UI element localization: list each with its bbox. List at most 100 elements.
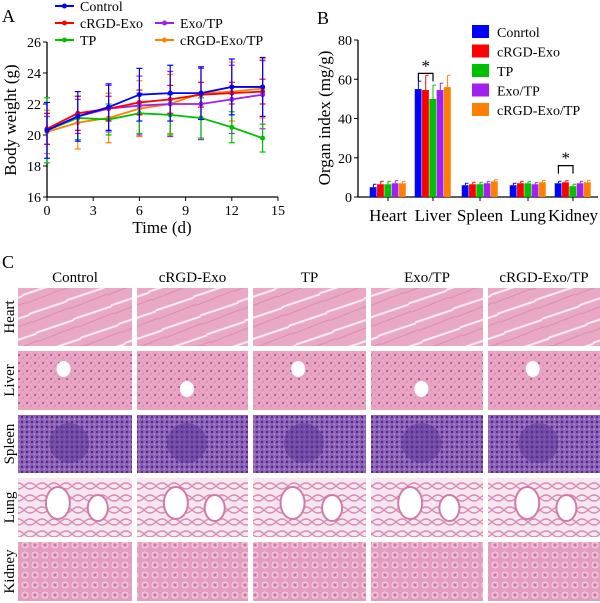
data-point: [260, 135, 266, 141]
x-axis-label-a: Time (d): [132, 218, 191, 237]
histology-image-heart: [137, 288, 248, 346]
x-tick-label: 0: [44, 204, 51, 219]
histology-image-kidney: [137, 542, 248, 601]
bar: [369, 187, 377, 197]
significance-bracket: [417, 72, 434, 82]
bar: [436, 90, 444, 197]
legend-swatch: [472, 83, 489, 97]
central-vein: [414, 381, 429, 397]
y-tick-label: 80: [338, 34, 352, 49]
data-point: [44, 127, 50, 133]
white-pulp: [283, 423, 324, 463]
histology-image-liver: [137, 351, 248, 410]
bar: [569, 186, 577, 197]
y-tick-label: 0: [345, 191, 352, 206]
y-tick-label: 20: [27, 129, 41, 144]
x-tick-label: Kidney: [548, 206, 599, 225]
bar: [476, 184, 484, 197]
bar: [509, 185, 517, 197]
white-pulp: [49, 423, 90, 463]
bar: [377, 184, 384, 197]
data-point: [260, 84, 266, 90]
series-line: [46, 112, 263, 139]
row-label: Liver: [2, 364, 18, 396]
column-header: Control: [52, 270, 98, 286]
legend-swatch: [472, 64, 489, 77]
central-vein: [291, 361, 306, 377]
bar: [414, 89, 422, 197]
column-header: cRGD-Exo: [159, 270, 227, 286]
x-tick-label: 15: [271, 204, 285, 219]
bar: [554, 183, 562, 197]
histology-image-kidney: [18, 542, 132, 601]
airway: [162, 486, 189, 520]
histology-image-liver: [18, 351, 132, 410]
airway: [514, 486, 541, 520]
bar: [443, 87, 451, 197]
bar: [461, 185, 469, 197]
legend-marker: [162, 20, 167, 26]
y-tick-label: 16: [27, 191, 41, 206]
y-tick-label: 24: [27, 67, 41, 82]
column-header: TP: [301, 270, 319, 286]
column-header: cRGD-Exo/TP: [499, 270, 588, 286]
histology-image-heart: [488, 288, 600, 346]
histology-image-heart: [371, 288, 483, 346]
histology-image-lung: [371, 478, 483, 537]
central-vein: [56, 361, 71, 377]
column-header: Exo/TP: [404, 270, 450, 286]
x-tick-label: Liver: [415, 206, 452, 225]
row-label: Heart: [2, 300, 18, 334]
legend-label: Exo/TP: [180, 17, 223, 32]
central-vein: [525, 361, 540, 377]
significance-bracket: [557, 165, 574, 174]
histology-image-kidney: [253, 542, 366, 601]
x-tick-label: Heart: [369, 206, 407, 225]
significance-star: *: [421, 56, 430, 75]
data-point: [136, 92, 142, 98]
airway: [203, 494, 226, 522]
histology-image-lung: [18, 478, 132, 537]
histology-image-kidney: [371, 542, 483, 601]
histology-image-heart: [253, 288, 366, 346]
histology-image-liver: [371, 351, 483, 410]
row-label: Kidney: [2, 549, 18, 594]
legend-label: cRGD-Exo/TP: [497, 104, 580, 119]
bar: [562, 182, 569, 197]
y-tick-label: 60: [338, 73, 352, 88]
y-tick-label: 20: [338, 152, 352, 167]
row-label: Lung: [2, 491, 18, 523]
histology-image-kidney: [488, 542, 600, 601]
bar: [469, 184, 476, 197]
data-point: [229, 84, 235, 90]
white-pulp: [401, 423, 442, 463]
panel-label-c: C: [2, 252, 14, 272]
legend-marker: [62, 20, 67, 26]
data-point: [198, 90, 204, 96]
x-tick-label: 3: [90, 204, 97, 219]
y-axis-label-a: Body weight (g): [1, 64, 20, 175]
significance-star: *: [561, 149, 570, 168]
legend-label: cRGD-Exo: [497, 46, 560, 61]
airway: [86, 494, 109, 522]
data-point: [167, 90, 173, 96]
central-vein: [179, 381, 194, 397]
y-tick-label: 40: [338, 113, 352, 128]
airway: [44, 486, 71, 520]
legend-label: TP: [497, 65, 514, 80]
airway: [279, 486, 306, 520]
bar: [384, 184, 392, 197]
x-tick-label: 12: [225, 204, 239, 219]
y-axis-label-b: Organ index (mg/g): [315, 51, 334, 186]
x-tick-label: 9: [182, 204, 189, 219]
histology-grid: Control cRGD-Exo TP Exo/TP cRGD-Exo/TP Heart L…: [2, 270, 600, 601]
white-pulp: [166, 423, 207, 463]
x-tick-label: Lung: [510, 206, 546, 225]
histology-image-heart: [18, 288, 132, 346]
x-tick-label: Spleen: [457, 206, 504, 225]
airway: [555, 494, 578, 522]
panel-label-b: B: [317, 8, 329, 28]
data-point: [106, 104, 112, 110]
row-label: Spleen: [2, 423, 18, 464]
y-tick-label: 18: [27, 160, 41, 175]
